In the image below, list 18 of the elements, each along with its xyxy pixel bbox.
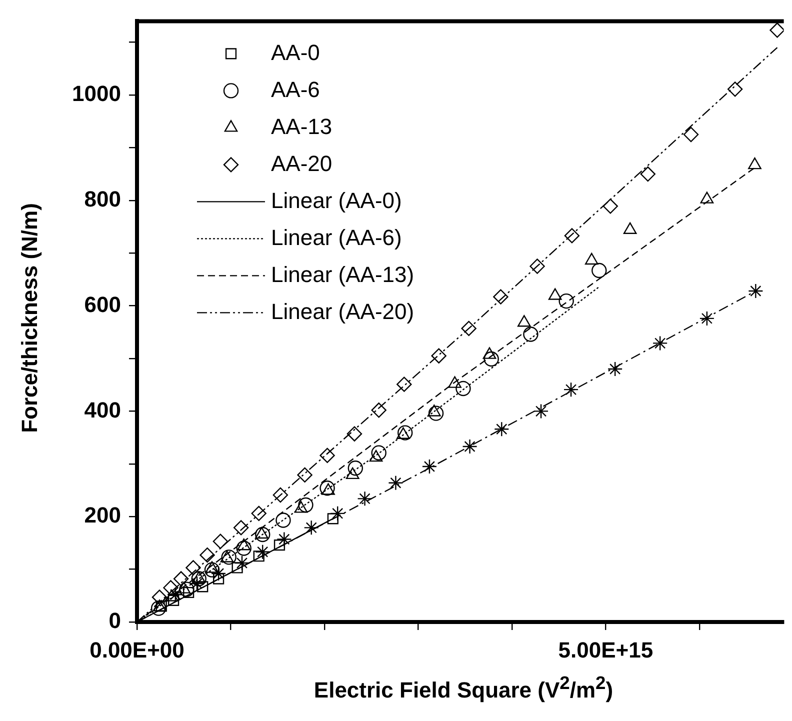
y-tick-label: 1000 (72, 81, 121, 106)
legend-label: AA-13 (271, 114, 332, 139)
legend-label: Linear (AA-13) (271, 262, 414, 287)
y-axis-title: Force/thickness (N/m) (17, 202, 43, 435)
x-tick-label: 5.00E+15 (558, 637, 654, 662)
legend-label: Linear (AA-6) (271, 224, 402, 250)
legend-label: AA-0 (271, 40, 320, 65)
x-tick-label: 0.00E+00 (90, 637, 184, 662)
y-tick-label: 200 (84, 502, 121, 528)
legend-label: Linear (AA-20) (271, 298, 414, 324)
y-tick-label: 0 (108, 608, 121, 634)
y-tick-label: 400 (84, 397, 121, 422)
legend-label: AA-20 (271, 150, 332, 176)
y-tick-label: 800 (84, 186, 121, 212)
x-axis-title: Electric Field Square (V$^{2}$/m$^{2}$) (312, 672, 614, 704)
legend-label: AA-6 (271, 76, 320, 102)
y-tick-label: 600 (84, 292, 121, 317)
legend-label: Linear (AA-0) (271, 188, 402, 213)
